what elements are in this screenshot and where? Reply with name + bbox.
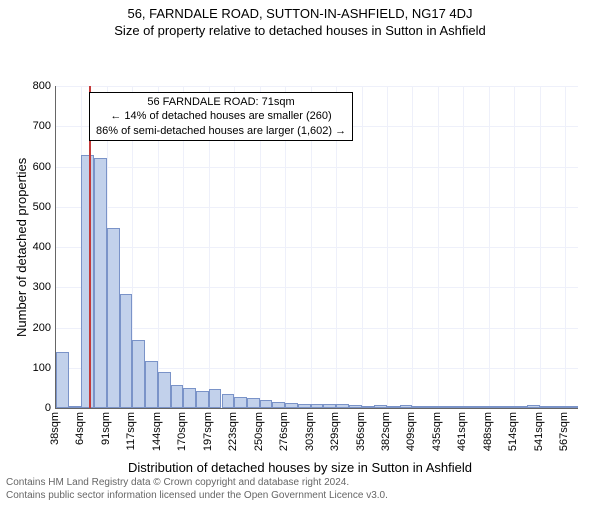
annotation-line2: ← 14% of detached houses are smaller (26… — [96, 109, 346, 123]
y-axis-label: Number of detached properties — [14, 158, 29, 337]
histogram-bar — [222, 394, 235, 408]
y-tick-label: 500 — [33, 201, 51, 213]
x-tick-label: 197sqm — [202, 412, 214, 451]
x-axis-label: Distribution of detached houses by size … — [0, 460, 600, 475]
y-tick-label: 300 — [33, 281, 51, 293]
y-tick-label: 600 — [33, 161, 51, 173]
x-tick-label: 223sqm — [227, 412, 239, 451]
x-tick-label: 276sqm — [278, 412, 290, 451]
x-tick-label: 567sqm — [558, 412, 570, 451]
histogram-bar — [247, 398, 260, 408]
x-tick-label: 541sqm — [533, 412, 545, 451]
x-tick-label: 382sqm — [380, 412, 392, 451]
annotation-line3: 86% of semi-detached houses are larger (… — [96, 124, 346, 138]
histogram-bar — [56, 352, 69, 408]
histogram-bar — [145, 361, 158, 408]
x-tick-label: 117sqm — [125, 412, 137, 450]
histogram-bar — [260, 400, 273, 408]
x-tick-label: 303sqm — [304, 412, 316, 451]
footer-line1: Contains HM Land Registry data © Crown c… — [6, 476, 388, 489]
plot-area: 56 FARNDALE ROAD: 71sqm ← 14% of detache… — [55, 86, 578, 409]
x-tick-label: 250sqm — [253, 412, 265, 451]
histogram-bar — [132, 340, 145, 408]
histogram-bar — [107, 228, 120, 408]
histogram-bar — [94, 158, 107, 408]
histogram-bar — [209, 389, 222, 408]
x-tick-label: 38sqm — [49, 412, 61, 445]
x-tick-label: 144sqm — [151, 412, 163, 451]
y-tick-label: 100 — [33, 362, 51, 374]
page-title: 56, FARNDALE ROAD, SUTTON-IN-ASHFIELD, N… — [0, 6, 600, 21]
histogram-bar — [158, 372, 171, 408]
page-subtitle: Size of property relative to detached ho… — [0, 23, 600, 38]
histogram-bar — [196, 391, 209, 408]
y-tick-label: 400 — [33, 241, 51, 253]
histogram-bar — [234, 397, 247, 408]
title-block: 56, FARNDALE ROAD, SUTTON-IN-ASHFIELD, N… — [0, 6, 600, 38]
x-tick-label: 435sqm — [431, 412, 443, 451]
x-tick-label: 461sqm — [456, 412, 468, 451]
footer-credits: Contains HM Land Registry data © Crown c… — [6, 476, 388, 502]
x-tick-label: 356sqm — [355, 412, 367, 451]
x-tick-label: 91sqm — [100, 412, 112, 445]
x-tick-label: 329sqm — [329, 412, 341, 451]
y-tick-label: 700 — [33, 120, 51, 132]
x-axis-ticks: 38sqm64sqm91sqm117sqm144sqm170sqm197sqm2… — [55, 408, 577, 468]
x-tick-label: 409sqm — [405, 412, 417, 451]
histogram-bar — [120, 294, 133, 408]
x-tick-label: 514sqm — [507, 412, 519, 451]
footer-line2: Contains public sector information licen… — [6, 489, 388, 502]
annotation-line1: 56 FARNDALE ROAD: 71sqm — [96, 95, 346, 109]
histogram-bar — [81, 155, 94, 408]
x-tick-label: 488sqm — [482, 412, 494, 451]
histogram-bar — [171, 385, 184, 408]
x-tick-label: 170sqm — [176, 412, 188, 451]
annotation-box: 56 FARNDALE ROAD: 71sqm ← 14% of detache… — [89, 92, 353, 141]
x-tick-label: 64sqm — [74, 412, 86, 445]
histogram-bar — [183, 388, 196, 408]
y-tick-label: 800 — [33, 80, 51, 92]
y-tick-label: 200 — [33, 322, 51, 334]
